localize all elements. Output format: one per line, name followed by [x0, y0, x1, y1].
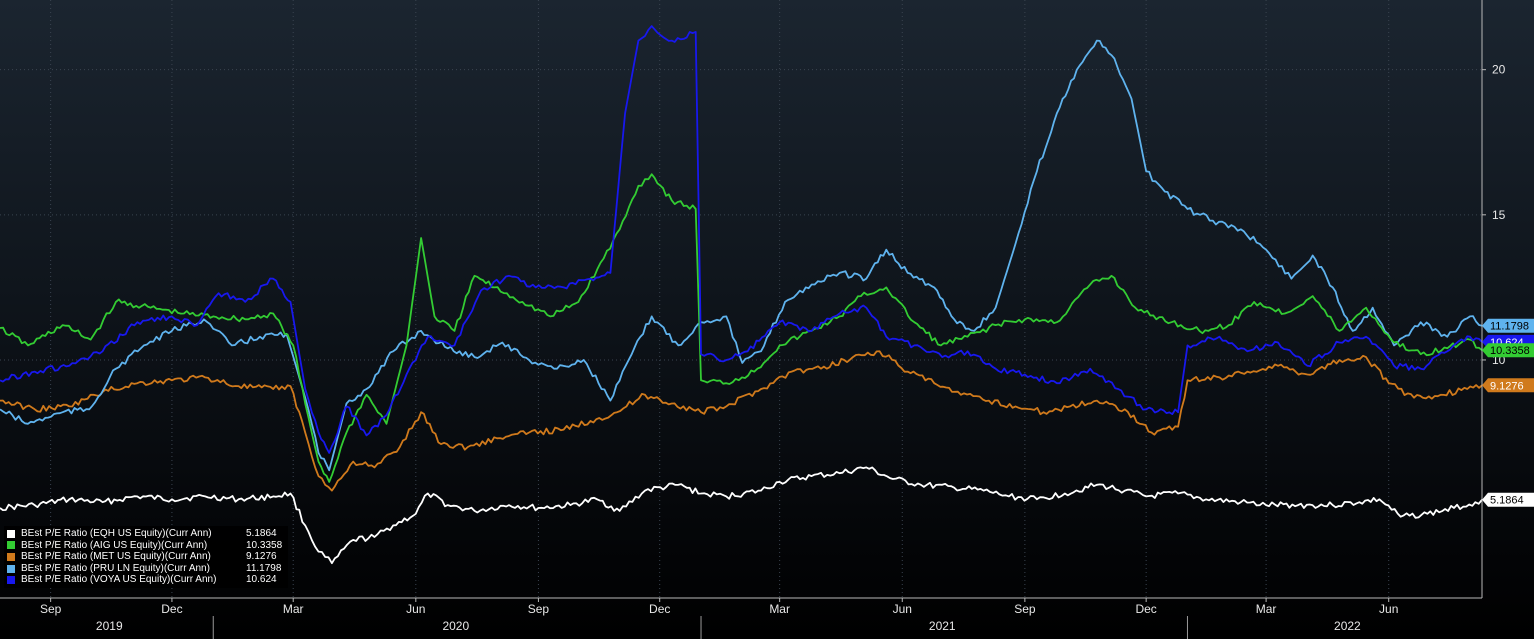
legend-value-pru: 11.1798 — [246, 562, 282, 574]
last-value-tag-pru — [1482, 318, 1534, 333]
last-value-label-eqh: 5.1864 — [1490, 495, 1524, 507]
x-tick-label-month: Mar — [1256, 602, 1277, 616]
legend-swatch-pru — [7, 564, 15, 573]
legend-swatch-met — [7, 552, 15, 561]
x-tick-label-month: Dec — [161, 602, 182, 616]
x-tick-label-year: 2022 — [1334, 619, 1361, 633]
last-value-label-pru: 11.1798 — [1490, 321, 1529, 333]
last-value-tag-aig — [1482, 343, 1534, 358]
y-tick-label: 15 — [1492, 208, 1506, 222]
x-tick-label-year: 2019 — [96, 619, 123, 633]
legend-label-aig: BEst P/E Ratio (AIG US Equity)(Curr Ann) — [21, 539, 208, 551]
legend-swatch-eqh — [7, 529, 15, 538]
legend-item-pru: BEst P/E Ratio (PRU LN Equity)(Curr Ann)… — [7, 563, 282, 575]
x-tick-label-month: Jun — [893, 602, 912, 616]
series-line-aig — [0, 173, 1483, 483]
legend-item-aig: BEst P/E Ratio (AIG US Equity)(Curr Ann)… — [7, 540, 282, 552]
legend-swatch-aig — [7, 541, 15, 550]
x-tick-label-month: Dec — [649, 602, 670, 616]
series-line-eqh — [0, 466, 1483, 565]
last-value-label-met: 9.1276 — [1490, 380, 1524, 392]
last-value-label-aig: 10.3358 — [1490, 345, 1530, 357]
x-tick-label-month: Sep — [1014, 602, 1036, 616]
x-tick-label-month: Jun — [406, 602, 425, 616]
x-tick-label-month: Sep — [40, 602, 62, 616]
legend-value-met: 9.1276 — [246, 551, 277, 563]
legend-label-eqh: BEst P/E Ratio (EQH US Equity)(Curr Ann) — [21, 528, 212, 539]
last-value-tag-met — [1482, 378, 1534, 393]
legend-label-met: BEst P/E Ratio (MET US Equity)(Curr Ann) — [21, 551, 211, 563]
x-tick-label-year: 2021 — [929, 619, 956, 633]
legend-label-voya: BEst P/E Ratio (VOYA US Equity)(Curr Ann… — [21, 574, 217, 586]
x-tick-label-month: Dec — [1135, 602, 1156, 616]
x-tick-labels: Sep Dec Mar Jun Sep Dec Mar Jun Sep Dec Mar Jun 2019… — [40, 598, 1398, 639]
x-tick-label-month: Mar — [283, 602, 304, 616]
series-lines — [0, 25, 1483, 565]
gridlines — [0, 0, 1482, 598]
series-line-voya — [0, 25, 1483, 454]
axes — [0, 0, 1483, 599]
last-value-tag-eqh — [1482, 492, 1534, 507]
x-tick-label-month: Sep — [528, 602, 550, 616]
legend-swatch-voya — [7, 576, 15, 585]
legend-item-eqh: BEst P/E Ratio (EQH US Equity)(Curr Ann)… — [7, 528, 282, 540]
legend-item-met: BEst P/E Ratio (MET US Equity)(Curr Ann)… — [7, 551, 282, 563]
legend-value-voya: 10.624 — [246, 574, 277, 586]
legend-value-aig: 10.3358 — [246, 539, 283, 551]
series-line-met — [0, 350, 1483, 492]
y-tick-label: 20 — [1492, 63, 1506, 77]
legend: BEst P/E Ratio (EQH US Equity)(Curr Ann)… — [4, 526, 289, 588]
series-line-pru — [0, 39, 1483, 472]
x-tick-label-month: Jun — [1379, 602, 1398, 616]
x-tick-label-year: 2020 — [442, 619, 469, 633]
x-tick-label-month: Mar — [769, 602, 790, 616]
legend-value-eqh: 5.1864 — [246, 528, 277, 539]
legend-item-voya: BEst P/E Ratio (VOYA US Equity)(Curr Ann… — [7, 574, 282, 586]
legend-label-pru: BEst P/E Ratio (PRU LN Equity)(Curr Ann) — [21, 562, 210, 574]
